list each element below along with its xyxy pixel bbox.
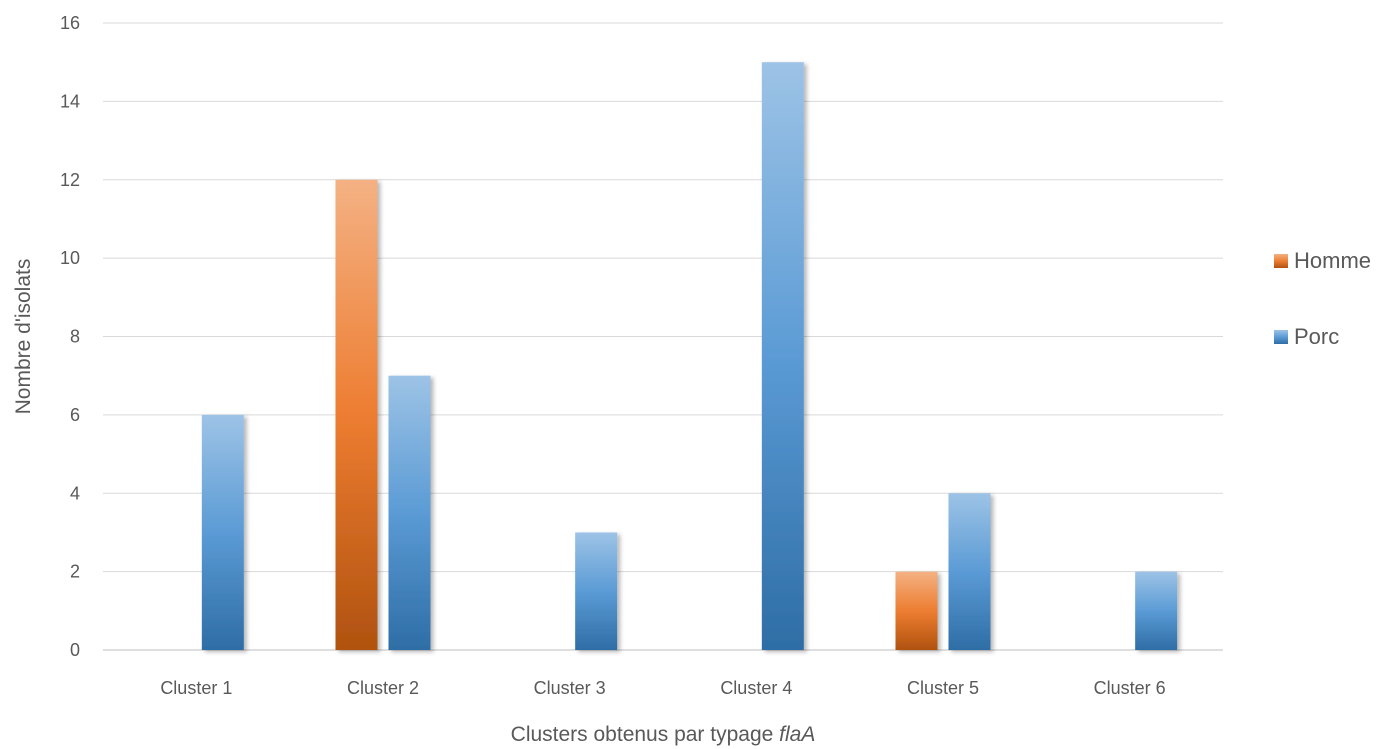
y-tick-label: 8	[70, 327, 80, 347]
bar-homme-5	[895, 571, 938, 650]
gridlines	[103, 22, 1223, 651]
y-tick-label: 2	[70, 562, 80, 582]
y-tick-label: 12	[60, 170, 80, 190]
y-tick-label: 16	[60, 13, 80, 33]
x-tick-label: Cluster 2	[347, 678, 419, 698]
legend-swatch-homme	[1274, 254, 1288, 268]
bar-homme-2	[335, 179, 378, 650]
x-axis-title-text: Clusters obtenus par typage	[511, 723, 780, 746]
legend: Homme Porc	[1274, 248, 1371, 349]
y-tick-label: 6	[70, 405, 80, 425]
bar-porc-4	[761, 62, 804, 650]
bar-porc-3	[575, 532, 618, 650]
x-tick-label: Cluster 4	[720, 678, 792, 698]
y-axis-title: Nombre d'isolats	[12, 259, 35, 415]
y-tick-label: 14	[60, 91, 80, 111]
bar-porc-6	[1135, 571, 1178, 650]
x-axis-ticks: Cluster 1 Cluster 2 Cluster 3 Cluster 4 Clus…	[160, 678, 1165, 698]
bar-porc-5	[948, 493, 991, 650]
legend-label-porc: Porc	[1294, 324, 1339, 349]
bars	[201, 62, 1178, 650]
bar-porc-1	[201, 414, 244, 650]
x-axis-title-italic: flaA	[779, 723, 815, 746]
x-tick-label: Cluster 1	[160, 678, 232, 698]
bar-porc-2	[388, 375, 431, 650]
x-axis-title: Clusters obtenus par typage flaA	[511, 723, 816, 746]
legend-swatch-porc	[1274, 330, 1288, 344]
x-tick-label: Cluster 5	[907, 678, 979, 698]
y-axis-ticks: 0 2 4 6 8 10 12 14 16	[60, 13, 80, 660]
y-tick-label: 4	[70, 483, 80, 503]
x-tick-label: Cluster 3	[534, 678, 606, 698]
x-tick-label: Cluster 6	[1094, 678, 1166, 698]
y-tick-label: 10	[60, 248, 80, 268]
y-tick-label: 0	[70, 640, 80, 660]
legend-label-homme: Homme	[1294, 248, 1371, 273]
